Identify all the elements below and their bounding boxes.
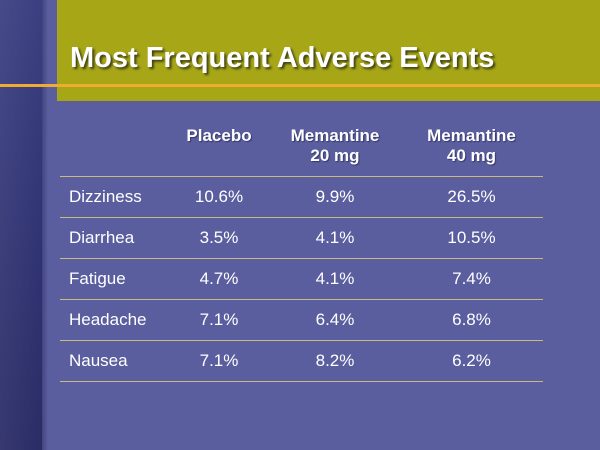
left-band-shadow	[42, 0, 48, 450]
placebo-value: 7.1%	[168, 340, 270, 382]
memantine-20mg-value: 4.1%	[270, 258, 400, 300]
header-placebo: Placebo	[186, 126, 252, 145]
memantine-40mg-value: 6.2%	[400, 340, 543, 382]
header-memantine-20mg: Memantine 20 mg	[290, 126, 380, 165]
placebo-value: 10.6%	[168, 176, 270, 218]
placebo-value: 3.5%	[168, 217, 270, 259]
memantine-20mg-value: 6.4%	[270, 299, 400, 341]
table-header-row: Placebo Memantine 20 mg Memantine 40 mg	[60, 120, 543, 177]
placebo-value: 7.1%	[168, 299, 270, 341]
event-name: Diarrhea	[60, 217, 168, 259]
memantine-20mg-value: 8.2%	[270, 340, 400, 382]
left-decorative-band	[0, 0, 42, 450]
event-name: Dizziness	[60, 176, 168, 218]
table-row: Nausea 7.1% 8.2% 6.2%	[60, 340, 543, 382]
placebo-value: 4.7%	[168, 258, 270, 300]
memantine-40mg-value: 10.5%	[400, 217, 543, 259]
event-name: Nausea	[60, 340, 168, 382]
table-row: Headache 7.1% 6.4% 6.8%	[60, 299, 543, 341]
table-row: Diarrhea 3.5% 4.1% 10.5%	[60, 217, 543, 259]
header-event	[60, 120, 168, 177]
event-name: Fatigue	[60, 258, 168, 300]
adverse-events-table: Placebo Memantine 20 mg Memantine 40 mg …	[60, 120, 543, 382]
memantine-40mg-value: 26.5%	[400, 176, 543, 218]
memantine-40mg-value: 7.4%	[400, 258, 543, 300]
header-memantine-40mg: Memantine 40 mg	[427, 126, 516, 165]
table-row: Fatigue 4.7% 4.1% 7.4%	[60, 258, 543, 300]
title-accent-line	[0, 84, 600, 87]
event-name: Headache	[60, 299, 168, 341]
table-row: Dizziness 10.6% 9.9% 26.5%	[60, 176, 543, 218]
memantine-40mg-value: 6.8%	[400, 299, 543, 341]
slide-title: Most Frequent Adverse Events	[70, 42, 495, 74]
memantine-20mg-value: 9.9%	[270, 176, 400, 218]
memantine-20mg-value: 4.1%	[270, 217, 400, 259]
